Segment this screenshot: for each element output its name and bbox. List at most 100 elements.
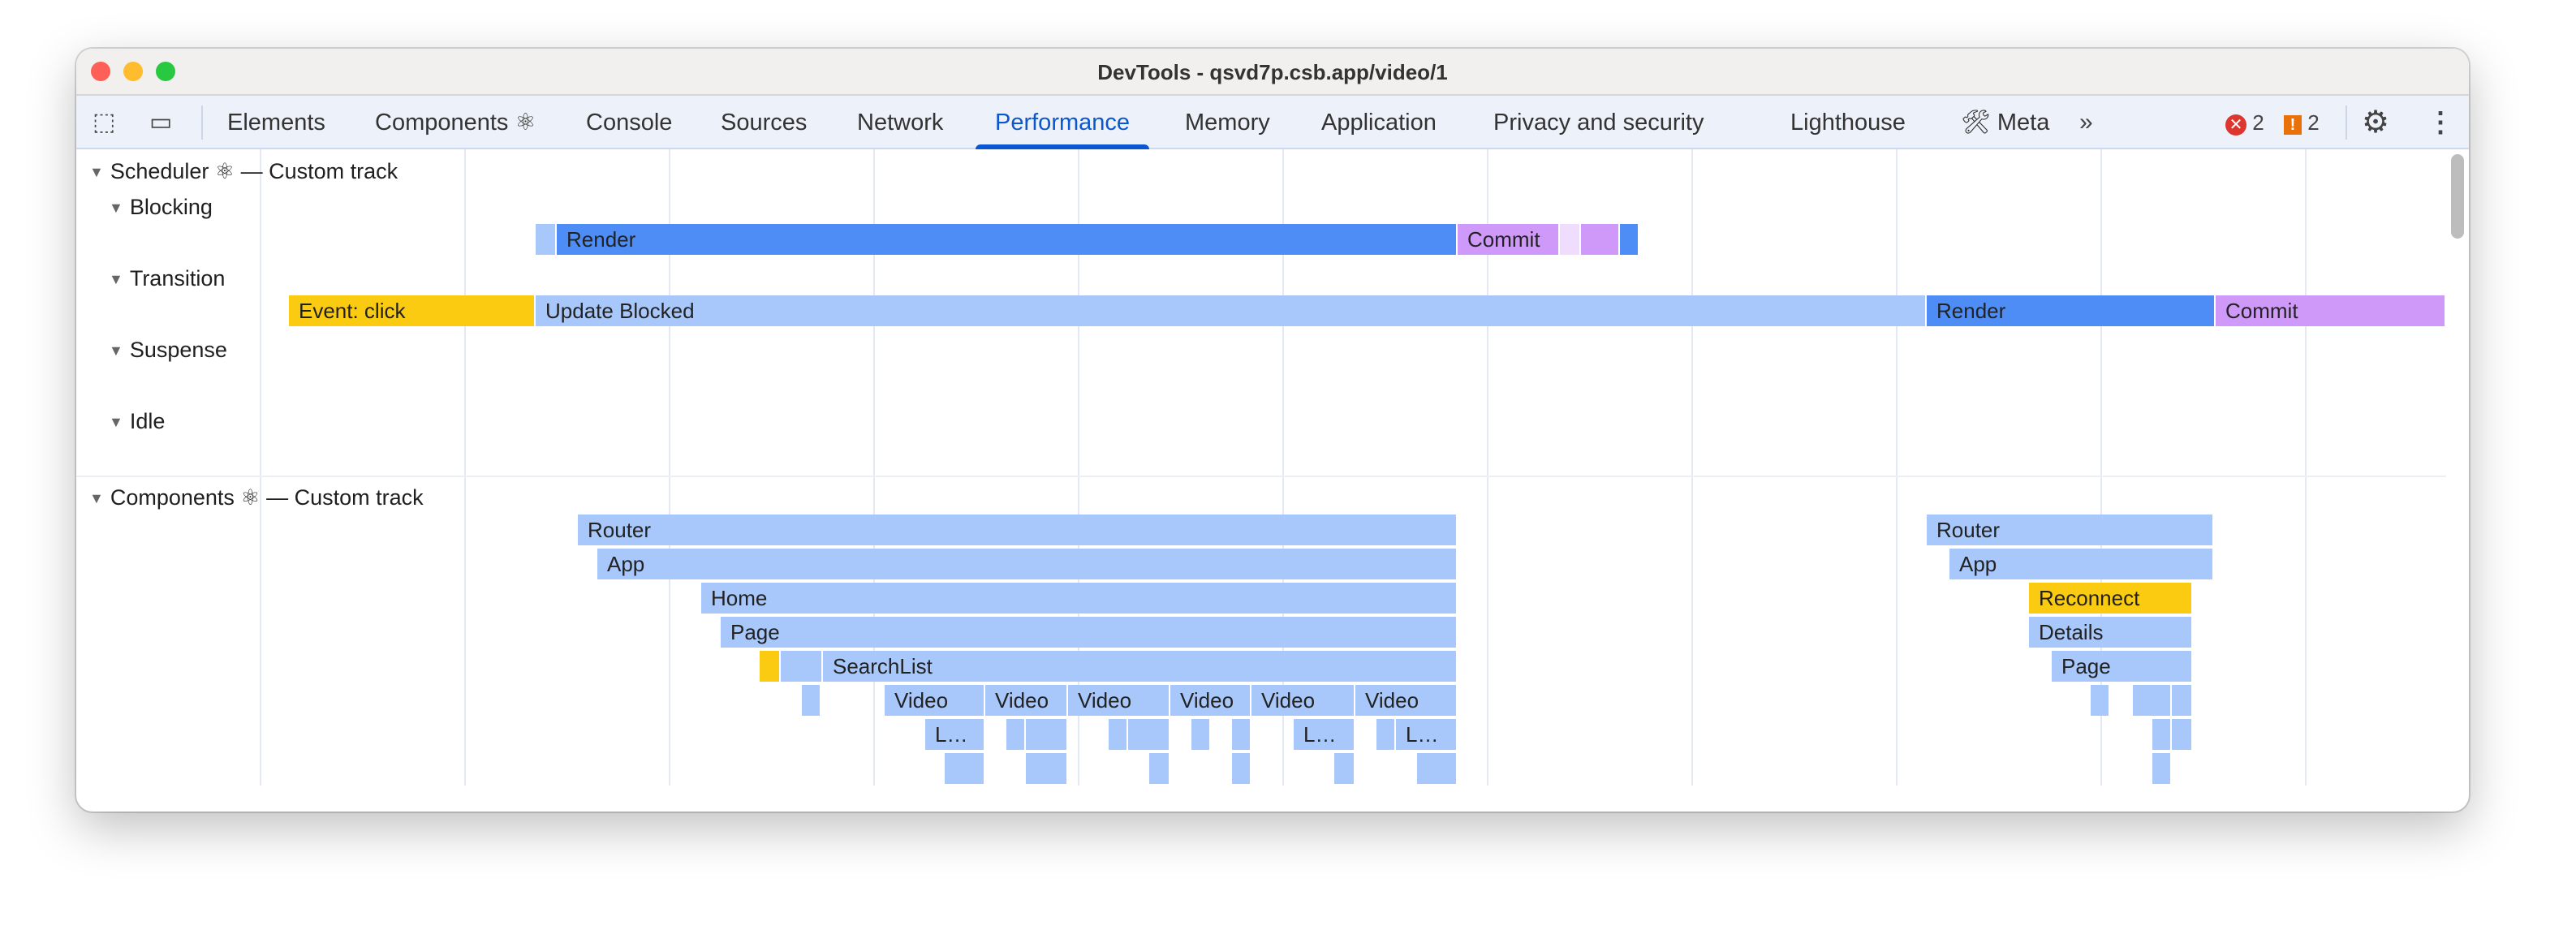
transition-bar[interactable]: Render (1927, 295, 2216, 326)
component-bar[interactable]: SearchList (823, 651, 1458, 682)
component-bar[interactable] (2172, 719, 2193, 750)
inspect-element-icon[interactable]: ⬚ (93, 109, 116, 136)
lane-transition[interactable]: ▼ Transition (109, 266, 225, 291)
lane-label: Blocking (129, 195, 213, 219)
component-bar[interactable]: Page (721, 617, 1458, 648)
lane-blocking[interactable]: ▼ Blocking (109, 195, 213, 220)
component-bar[interactable] (1149, 753, 1170, 784)
tab-sources[interactable]: Sources (721, 110, 808, 136)
tab-lighthouse[interactable]: Lighthouse (1790, 110, 1906, 136)
component-bar[interactable]: Router (578, 515, 1458, 545)
component-bar[interactable]: Video (985, 685, 1068, 716)
component-bar[interactable]: L… (1294, 719, 1355, 750)
component-bar[interactable]: Reconnect (2029, 583, 2193, 614)
component-bar[interactable]: Details (2029, 617, 2193, 648)
lane-idle[interactable]: ▼ Idle (109, 409, 165, 434)
lane-suspense[interactable]: ▼ Suspense (109, 338, 227, 363)
lane-label: Suspense (129, 338, 227, 362)
blocking-bar[interactable]: Render (557, 224, 1458, 255)
more-options-icon[interactable]: ⋮ (2427, 107, 2454, 138)
devtools-tab-bar: ⬚ ▭ Elements Components ⚛ Console Sources Ne… (76, 96, 2469, 149)
component-bar[interactable]: Video (1068, 685, 1170, 716)
component-bar[interactable] (2152, 753, 2172, 784)
tab-meta[interactable]: 🛠 Meta (1961, 110, 2050, 136)
more-tabs-button[interactable]: » (2079, 109, 2093, 136)
close-window-button[interactable] (91, 62, 110, 81)
component-bar[interactable] (1232, 753, 1251, 784)
component-bar[interactable] (2133, 685, 2172, 716)
component-bar[interactable] (1026, 753, 1068, 784)
tab-elements[interactable]: Elements (227, 110, 325, 136)
transition-bar[interactable]: Update Blocked (536, 295, 1927, 326)
title-bar: DevTools - qsvd7p.csb.app/video/1 (76, 49, 2469, 96)
component-bar[interactable] (1376, 719, 1396, 750)
collapse-triangle-icon: ▼ (109, 342, 123, 359)
errors-badge[interactable]: ✕ 2 (2225, 96, 2264, 149)
tab-application[interactable]: Application (1321, 110, 1437, 136)
tab-privacy-and-security[interactable]: Privacy and security (1493, 110, 1704, 136)
divider (201, 105, 203, 140)
device-toolbar-icon[interactable]: ▭ (149, 109, 173, 136)
component-bar[interactable] (1128, 719, 1170, 750)
transition-bar[interactable]: Commit (2216, 295, 2446, 326)
collapse-triangle-icon: ▼ (109, 271, 123, 287)
components-track-header[interactable]: ▼ Components ⚛ — Custom track (89, 485, 424, 510)
component-bar[interactable]: Video (1355, 685, 1458, 716)
tab-components[interactable]: Components ⚛ (375, 110, 536, 136)
warnings-badge[interactable]: ! 2 (2284, 96, 2320, 149)
blocking-bar[interactable] (1581, 224, 1620, 255)
component-bar[interactable]: Router (1927, 515, 2214, 545)
blocking-bar[interactable] (536, 224, 557, 255)
component-bar[interactable]: Video (1170, 685, 1251, 716)
component-bar[interactable] (2172, 685, 2193, 716)
tab-memory[interactable]: Memory (1185, 110, 1270, 136)
component-bar[interactable] (1334, 753, 1355, 784)
time-gridline (2305, 149, 2307, 786)
time-gridline (669, 149, 670, 786)
component-bar[interactable]: Video (885, 685, 985, 716)
tab-network[interactable]: Network (857, 110, 944, 136)
tab-performance[interactable]: Performance (975, 96, 1150, 149)
component-bar[interactable] (1417, 753, 1458, 784)
component-bar[interactable] (760, 651, 781, 682)
performance-flame-chart[interactable]: ▼ Scheduler ⚛ — Custom track ▼ Blocking ▼ Tr… (76, 149, 2469, 812)
component-bar[interactable]: L… (1396, 719, 1458, 750)
component-bar[interactable] (945, 753, 985, 784)
component-bar[interactable] (1006, 719, 1026, 750)
component-bar[interactable]: App (1949, 549, 2214, 579)
maximize-window-button[interactable] (156, 62, 175, 81)
component-bar[interactable] (1109, 719, 1128, 750)
collapse-triangle-icon: ▼ (89, 490, 104, 506)
error-icon: ✕ (2225, 114, 2246, 136)
window-title: DevTools - qsvd7p.csb.app/video/1 (1097, 60, 1448, 84)
time-gridline (1487, 149, 1488, 786)
minimize-window-button[interactable] (123, 62, 143, 81)
component-bar[interactable] (2091, 685, 2110, 716)
component-bar[interactable] (1232, 719, 1251, 750)
lane-label: Transition (129, 266, 226, 291)
component-bar[interactable] (1026, 719, 1068, 750)
component-bar[interactable] (781, 651, 823, 682)
settings-gear-icon[interactable]: ⚙ (2362, 105, 2390, 140)
time-gridline (1282, 149, 1284, 786)
time-gridline (1078, 149, 1079, 786)
component-bar[interactable]: Home (701, 583, 1458, 614)
component-bar[interactable]: Video (1251, 685, 1355, 716)
blocking-bar[interactable]: Commit (1458, 224, 1560, 255)
vertical-scrollbar[interactable] (2451, 154, 2464, 239)
component-bar[interactable] (802, 685, 821, 716)
collapse-triangle-icon: ▼ (109, 414, 123, 430)
blocking-bar[interactable] (1560, 224, 1581, 255)
scheduler-track-header[interactable]: ▼ Scheduler ⚛ — Custom track (89, 159, 398, 184)
scheduler-track-title: Scheduler ⚛ — Custom track (110, 159, 398, 183)
tab-console[interactable]: Console (586, 110, 673, 136)
component-bar[interactable] (1191, 719, 1211, 750)
blocking-bar[interactable] (1620, 224, 1639, 255)
component-bar[interactable] (2152, 719, 2172, 750)
component-bar[interactable]: Page (2052, 651, 2193, 682)
component-bar[interactable]: App (597, 549, 1458, 579)
warning-count: 2 (2307, 110, 2320, 135)
component-bar[interactable]: L… (925, 719, 985, 750)
transition-bar[interactable]: Event: click (289, 295, 536, 326)
